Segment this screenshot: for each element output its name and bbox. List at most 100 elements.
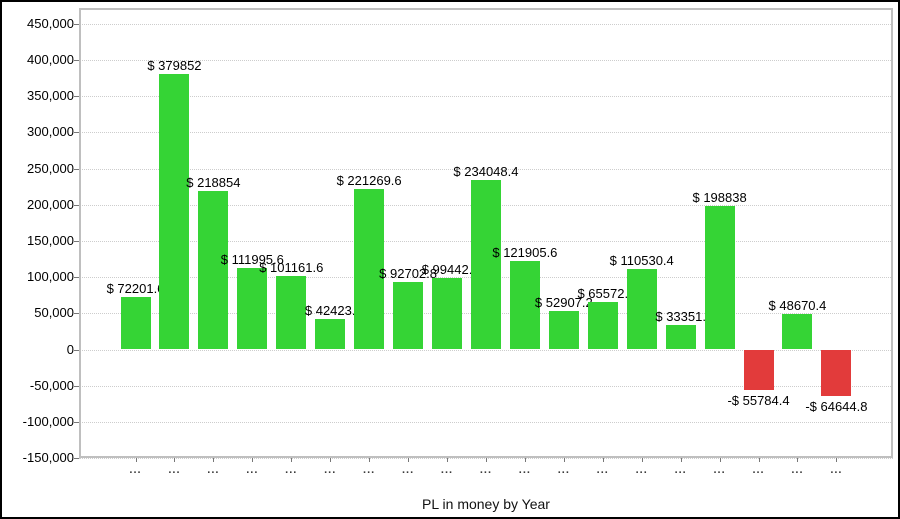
x-tick-label: ... [168, 464, 181, 476]
y-tick [74, 349, 79, 351]
y-tick [74, 23, 79, 25]
x-tick [213, 458, 215, 462]
x-tick [836, 458, 838, 462]
bar: $ 221269.6 [337, 173, 402, 350]
bar-value-label: $ 234048.4 [453, 164, 519, 180]
y-axis-label: -150,000 [22, 450, 74, 466]
x-tick [485, 458, 487, 462]
bar: $ 198838 [692, 190, 747, 350]
y-axis-label: 350,000 [27, 88, 74, 104]
y-tick [74, 313, 79, 315]
x-tick [719, 458, 721, 462]
x-tick [330, 458, 332, 462]
bar-value-label: $ 65572. [577, 286, 629, 302]
y-axis-label: 200,000 [27, 196, 74, 212]
bar: $ 379852 [147, 58, 202, 350]
gridline [79, 349, 893, 351]
x-tick-label: ... [830, 464, 843, 476]
bar-value-label: $ 72201.6 [106, 281, 165, 297]
y-tick [74, 458, 79, 460]
y-axis-label: 100,000 [27, 269, 74, 285]
y-tick [74, 385, 79, 387]
bar-value-label: $ 111995.6 [220, 252, 284, 268]
x-tick-label: ... [324, 464, 337, 476]
bar-value-label: $ 198838 [692, 189, 747, 205]
bar: $ 99442. [422, 262, 472, 350]
y-axis-label: 400,000 [27, 51, 74, 67]
x-tick [680, 458, 682, 462]
y-axis-label: 250,000 [27, 160, 74, 176]
bar: $ 65572. [577, 286, 628, 350]
x-tick-label: ... [596, 464, 609, 476]
bar: $ 48670.4 [769, 298, 826, 350]
bar-value-label: -$ 64644.8 [805, 399, 868, 415]
bar: -$ 55784.4 [727, 349, 790, 408]
bar: -$ 64644.8 [805, 349, 867, 414]
x-tick [524, 458, 526, 462]
bar-value-label: $ 48670.4 [768, 298, 827, 314]
y-axis-label: 300,000 [27, 124, 74, 140]
x-axis-title: PL in money by Year [422, 496, 550, 512]
gridline [79, 59, 893, 61]
x-tick [641, 458, 643, 462]
x-tick-label: ... [518, 464, 531, 476]
x-tick [408, 458, 410, 462]
x-tick [758, 458, 760, 462]
gridline [79, 96, 893, 98]
x-tick [174, 458, 176, 462]
bar-value-label: $ 33351. [655, 309, 706, 325]
bar-value-label: $ 221269.6 [336, 173, 402, 189]
y-axis-label: -100,000 [22, 413, 74, 429]
x-tick-label: ... [479, 464, 493, 476]
x-tick-label: ... [557, 464, 570, 476]
x-tick-label: ... [207, 464, 220, 476]
y-tick [74, 96, 79, 98]
x-tick-label: ... [674, 464, 687, 476]
bar-value-label: $ 218854 [186, 175, 241, 191]
x-tick [447, 458, 449, 462]
bar-value-label: $ 52907.2 [534, 295, 593, 311]
y-tick [74, 240, 79, 242]
bar-value-label: $ 379852 [147, 58, 202, 74]
bar-value-label: $ 101161.6 [259, 260, 324, 276]
y-tick [74, 168, 79, 170]
x-tick [563, 458, 565, 462]
y-axis-label: 150,000 [27, 232, 74, 248]
bar: $ 234048.4 [453, 164, 518, 350]
plot-area: $ 72201.6 $ 379852 $ 218854 $ 111995.6 $ 101… [79, 8, 893, 460]
bar: $ 218854 [186, 175, 240, 350]
bar-value-label: $ 99442. [421, 261, 473, 277]
bar-value-label: $ 42423. [304, 302, 356, 318]
bar: $ 33351. [655, 309, 706, 350]
gridline [79, 23, 893, 25]
y-tick [74, 421, 79, 423]
x-tick-label: ... [401, 464, 415, 476]
y-axis-label: 50,000 [34, 305, 74, 321]
bar: $ 42423. [305, 303, 355, 350]
bar-value-label: $ 110530.4 [609, 253, 674, 269]
y-tick [74, 277, 79, 279]
bar: $ 110530.4 [610, 253, 674, 350]
y-axis-label: 0 [66, 341, 74, 357]
x-tick-label: ... [363, 464, 376, 476]
bars-layer: $ 72201.6 $ 379852 $ 218854 $ 111995.6 $ 101… [79, 8, 893, 458]
x-tick-label: ... [440, 464, 454, 476]
x-tick-label: ... [713, 464, 726, 476]
x-tick [602, 458, 604, 462]
gridline [79, 385, 893, 387]
gridline [79, 421, 893, 423]
bar: $ 111995.6 [221, 252, 284, 350]
bar: $ 101161.6 [259, 260, 323, 350]
x-tick-label: ... [791, 464, 804, 476]
bar: $ 72201.6 [107, 281, 164, 350]
bar: $ 92702.8 [379, 266, 437, 350]
y-axis-label: -50,000 [29, 377, 74, 393]
y-tick [74, 204, 79, 206]
x-tick-label: ... [129, 464, 142, 476]
bar: $ 121905.6 [492, 245, 557, 350]
y-tick [74, 59, 79, 61]
gridline [79, 168, 893, 170]
x-tick-label: ... [752, 464, 765, 476]
gridline [79, 132, 893, 134]
